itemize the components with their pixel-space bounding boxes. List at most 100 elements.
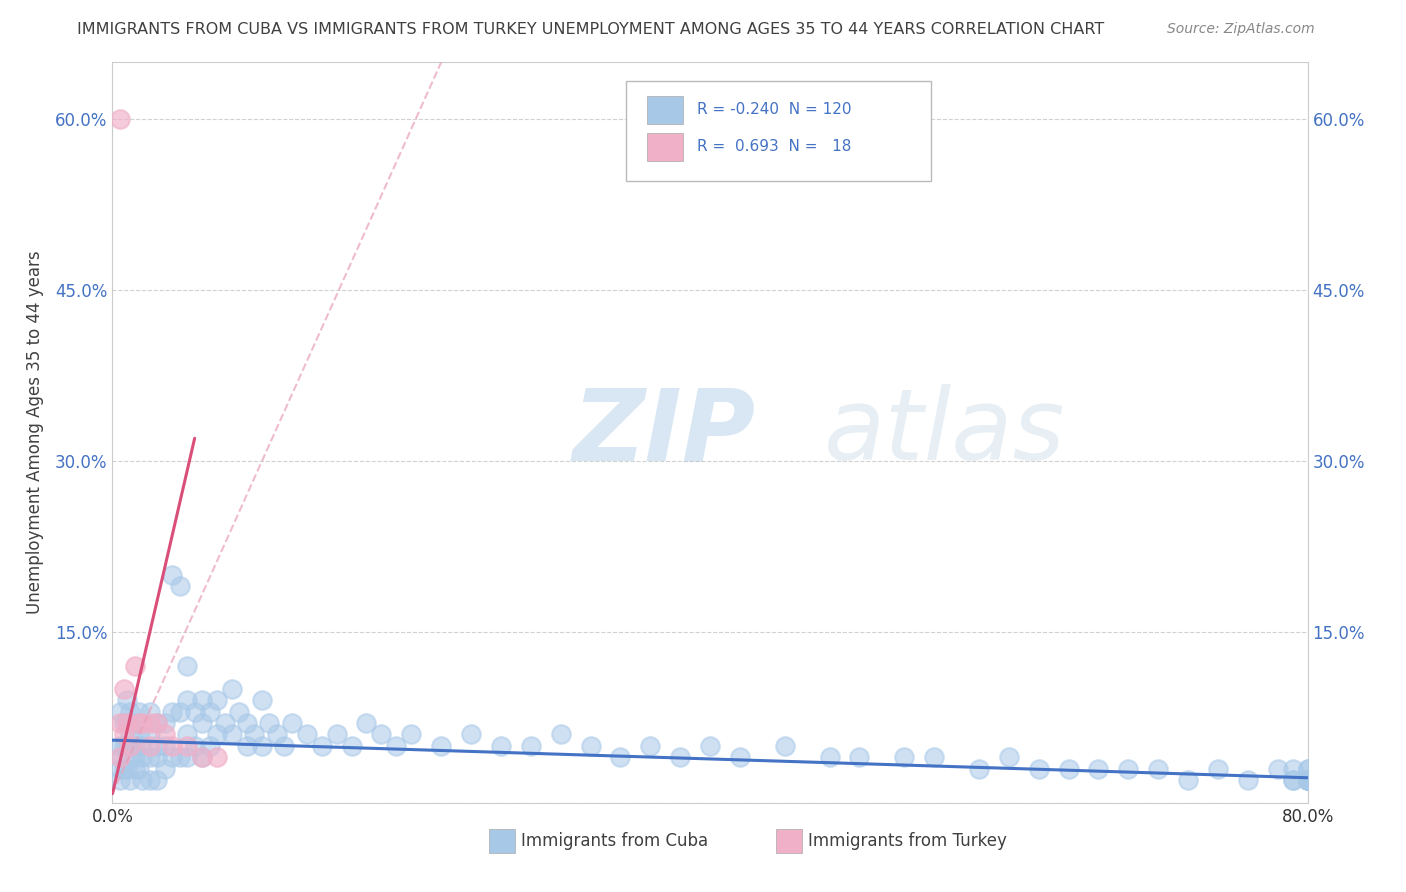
Point: [139, 705, 162, 719]
Point: [139, 739, 162, 753]
Point: [191, 693, 214, 707]
Point: [1281, 772, 1303, 787]
Point: [1296, 772, 1319, 787]
Point: [401, 727, 423, 741]
Text: ZIP: ZIP: [572, 384, 755, 481]
Point: [1118, 762, 1140, 776]
Point: [1296, 762, 1319, 776]
Bar: [647, 133, 682, 161]
Point: [117, 739, 139, 753]
Point: [153, 727, 176, 741]
Point: [1087, 762, 1109, 776]
Point: [356, 716, 378, 731]
Point: [176, 659, 198, 673]
Point: [108, 750, 131, 764]
Point: [183, 739, 205, 753]
Point: [108, 762, 131, 776]
Point: [128, 727, 150, 741]
Point: [169, 750, 191, 764]
Point: [198, 739, 221, 753]
Point: [108, 772, 131, 787]
Bar: [647, 95, 682, 124]
Point: [848, 750, 870, 764]
Point: [214, 716, 236, 731]
Point: [162, 739, 183, 753]
Point: [520, 739, 543, 753]
Point: [183, 705, 205, 719]
Point: [205, 727, 228, 741]
Point: [699, 739, 721, 753]
Y-axis label: Unemployment Among Ages 35 to 44 years: Unemployment Among Ages 35 to 44 years: [25, 251, 44, 615]
Point: [114, 762, 135, 776]
Text: Immigrants from Cuba: Immigrants from Cuba: [522, 832, 709, 850]
Point: [146, 750, 169, 764]
Point: [1296, 772, 1319, 787]
Point: [818, 750, 841, 764]
Text: R = -0.240  N = 120: R = -0.240 N = 120: [697, 103, 852, 118]
Point: [236, 739, 259, 753]
Point: [893, 750, 915, 764]
Point: [131, 716, 153, 731]
Point: [108, 739, 131, 753]
Point: [162, 750, 183, 764]
Point: [259, 716, 281, 731]
Point: [169, 705, 191, 719]
Point: [124, 716, 146, 731]
Point: [114, 727, 135, 741]
Point: [385, 739, 408, 753]
Text: R =  0.693  N =   18: R = 0.693 N = 18: [697, 139, 851, 154]
Point: [120, 750, 142, 764]
Point: [281, 716, 304, 731]
Point: [131, 750, 153, 764]
Point: [1028, 762, 1050, 776]
Point: [236, 716, 259, 731]
Point: [139, 727, 162, 741]
Point: [273, 739, 295, 753]
Point: [153, 739, 176, 753]
Point: [108, 716, 131, 731]
Bar: [489, 830, 515, 853]
Point: [460, 727, 482, 741]
Point: [176, 727, 198, 741]
Point: [146, 772, 169, 787]
Point: [1296, 772, 1319, 787]
Point: [128, 716, 150, 731]
Point: [1296, 772, 1319, 787]
Point: [1296, 762, 1319, 776]
Point: [773, 739, 796, 753]
Point: [117, 762, 139, 776]
Point: [1296, 772, 1319, 787]
Point: [579, 739, 602, 753]
Point: [176, 750, 198, 764]
FancyBboxPatch shape: [627, 81, 931, 181]
Point: [250, 739, 273, 753]
Point: [205, 693, 228, 707]
Text: Immigrants from Turkey: Immigrants from Turkey: [808, 832, 1007, 850]
Point: [117, 716, 139, 731]
Point: [117, 693, 139, 707]
Point: [139, 772, 162, 787]
Point: [108, 750, 131, 764]
Point: [191, 750, 214, 764]
Point: [108, 112, 131, 127]
Point: [120, 705, 142, 719]
Point: [998, 750, 1021, 764]
Point: [153, 716, 176, 731]
Point: [1281, 762, 1303, 776]
Point: [221, 681, 243, 696]
Point: [1296, 772, 1319, 787]
Point: [169, 579, 191, 593]
Point: [146, 739, 169, 753]
Point: [669, 750, 692, 764]
Point: [146, 716, 169, 731]
Point: [114, 681, 135, 696]
Point: [221, 727, 243, 741]
Point: [370, 727, 392, 741]
Point: [120, 739, 142, 753]
Point: [128, 705, 150, 719]
Point: [153, 762, 176, 776]
Point: [176, 693, 198, 707]
Point: [124, 762, 146, 776]
Point: [117, 716, 139, 731]
Point: [131, 716, 153, 731]
